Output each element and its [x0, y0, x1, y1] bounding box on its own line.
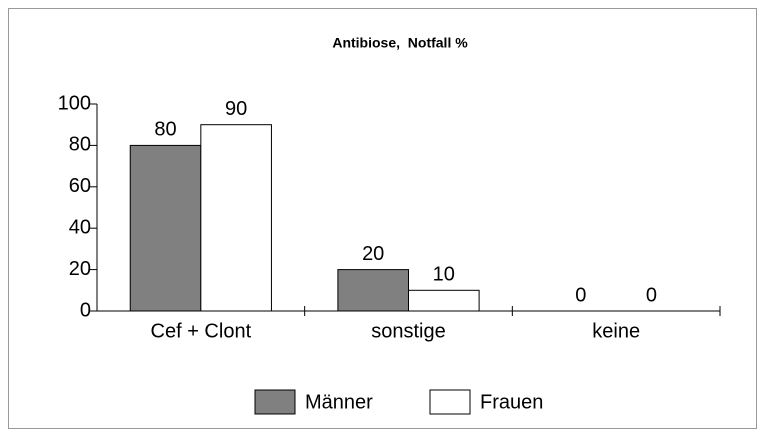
y-tick-label: 60 — [69, 175, 91, 197]
y-tick-label: 100 — [58, 92, 91, 114]
value-label: 10 — [433, 264, 455, 286]
value-label: 0 — [575, 284, 586, 306]
bar — [200, 124, 272, 312]
y-tick-label: 80 — [69, 134, 91, 156]
x-tick-label: Cef + Clont — [151, 320, 252, 342]
x-tick-label: keine — [592, 320, 640, 342]
frame — [8, 8, 757, 429]
y-tick-label: 20 — [69, 258, 91, 280]
bar — [337, 269, 410, 312]
legend-swatch — [254, 389, 296, 415]
bar — [408, 289, 480, 312]
y-tick-label: 0 — [80, 299, 91, 321]
legend-swatch — [429, 389, 471, 415]
chart-title: Antibiose, Notfall % — [332, 35, 468, 51]
bar — [129, 144, 202, 312]
value-label: 0 — [646, 284, 657, 306]
value-label: 20 — [362, 243, 384, 265]
y-tick-label: 40 — [69, 216, 91, 238]
value-label: 90 — [225, 98, 247, 120]
legend-label: Frauen — [480, 391, 543, 413]
legend-label: Männer — [305, 391, 373, 413]
x-tick-label: sonstige — [371, 320, 446, 342]
value-label: 80 — [154, 119, 176, 141]
